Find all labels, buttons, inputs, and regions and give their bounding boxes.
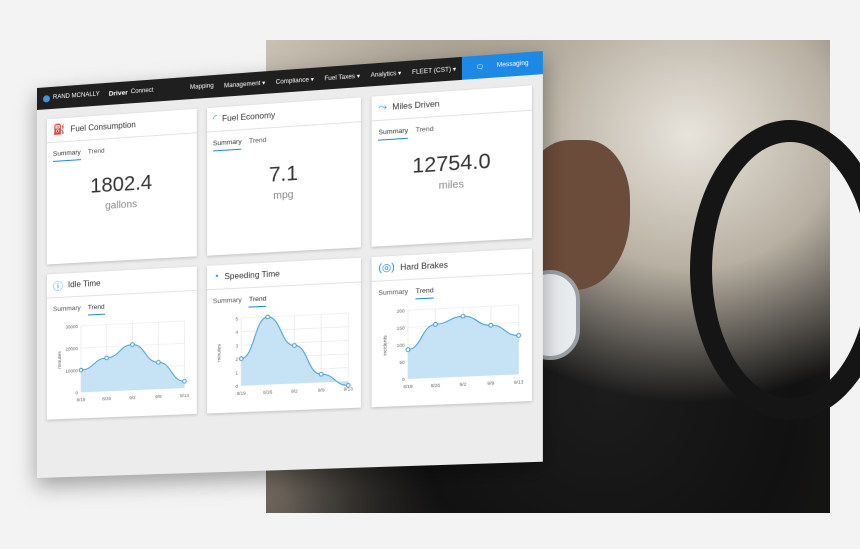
tab-summary[interactable]: Summary [212, 296, 242, 306]
x-tick-label: 9/9 [488, 380, 495, 386]
globe-icon [42, 94, 50, 103]
trend-chart: 0 50 100 150 200 8/19 8/26 9/2 9/9 9/13 incidents [382, 298, 524, 390]
tab-summary[interactable]: Summary [52, 304, 81, 314]
data-point [293, 344, 297, 348]
x-tick-label: 8/19 [403, 384, 413, 390]
y-tick-label: 150 [397, 325, 406, 331]
x-tick-label: 8/26 [431, 383, 441, 389]
data-point [240, 357, 244, 361]
data-point [347, 383, 351, 387]
card-title: Fuel Economy [222, 110, 276, 124]
card-title: Fuel Consumption [70, 120, 136, 134]
card-title: Idle Time [67, 278, 101, 290]
y-tick-label: 30000 [65, 324, 78, 330]
data-point [105, 356, 109, 360]
tab-trend[interactable]: Trend [415, 125, 434, 135]
data-point [156, 360, 160, 364]
data-point [406, 348, 410, 352]
tab-summary[interactable]: Summary [52, 149, 81, 162]
y-axis-label: minutes [217, 343, 223, 362]
nav-item[interactable]: Analytics ▾ [370, 70, 402, 79]
data-point [517, 333, 521, 337]
data-point [489, 323, 493, 327]
x-tick-label: 8/19 [76, 397, 85, 402]
x-tick-label: 9/2 [129, 395, 136, 400]
tab-summary[interactable]: Summary [378, 127, 409, 141]
trend-chart: 0 1 2 3 4 5 8/19 8/26 9/2 9/9 9/13 minutes [217, 306, 354, 396]
chat-icon: 🗨 [475, 64, 485, 72]
y-axis-label: incidents [382, 335, 388, 356]
x-tick-label: 9/2 [292, 388, 299, 393]
y-tick-label: 5 [236, 316, 239, 321]
data-point [266, 315, 270, 319]
summary-card: ◜ Fuel Economy Summary Trend 7.1 mpg [206, 97, 362, 256]
x-tick-label: 9/13 [180, 393, 189, 398]
fuel-pump-icon: ⛽ [52, 124, 66, 136]
nav-item[interactable]: Management ▾ [224, 79, 266, 90]
tab-trend[interactable]: Trend [248, 136, 267, 146]
y-tick-label: 10000 [65, 368, 78, 374]
nav-item[interactable]: Mapping [189, 83, 214, 92]
card-title: Miles Driven [392, 99, 440, 112]
x-tick-label: 9/13 [344, 386, 354, 392]
widget-grid: ⛽ Fuel Consumption Summary Trend 1802.4 gallo… [37, 74, 543, 430]
alert-circle-icon: ⓘ [52, 281, 63, 294]
gauge-icon: ◜ [212, 113, 217, 126]
data-point [79, 368, 83, 372]
nav-item[interactable]: Fuel Taxes ▾ [324, 73, 360, 82]
x-tick-label: 8/26 [264, 389, 274, 395]
area-fill [408, 313, 519, 379]
area-fill [80, 342, 185, 393]
tab-trend[interactable]: Trend [248, 295, 267, 308]
tab-summary[interactable]: Summary [378, 288, 409, 298]
data-point [434, 322, 438, 326]
data-point [461, 314, 465, 318]
y-tick-label: 0 [75, 390, 78, 395]
card-title: Speeding Time [224, 269, 280, 282]
x-tick-label: 8/19 [237, 390, 247, 396]
trend-card: (◎) Hard Brakes Summary Trend 0 50 100 150 200 8/… [371, 248, 532, 408]
y-tick-label: 0 [236, 384, 239, 389]
y-tick-label: 0 [402, 377, 405, 382]
data-point [182, 379, 186, 383]
trend-chart: 0 10000 20000 30000 8/19 8/26 9/2 9/9 9/13 minute… [57, 314, 189, 402]
y-tick-label: 2 [236, 357, 239, 362]
data-point [130, 343, 134, 347]
y-tick-label: 20000 [65, 346, 78, 352]
card-title: Hard Brakes [400, 260, 449, 273]
nav-item[interactable]: Compliance ▾ [275, 76, 314, 86]
x-tick-label: 9/2 [460, 382, 467, 388]
x-tick-label: 8/26 [102, 396, 111, 401]
route-icon: ⤳ [378, 101, 387, 114]
y-tick-label: 3 [236, 343, 239, 348]
tab-trend[interactable]: Trend [87, 147, 105, 156]
x-tick-label: 9/9 [318, 387, 325, 392]
x-tick-label: 9/13 [514, 379, 524, 385]
tab-summary[interactable]: Summary [212, 138, 242, 152]
tab-trend[interactable]: Trend [415, 287, 434, 300]
y-axis-label: minutes [57, 351, 63, 369]
area-fill [241, 313, 349, 390]
trend-card: ⓘ Idle Time Summary Trend 0 10000 20000 30000 8/… [46, 266, 197, 420]
speedometer-icon: ◔ [212, 271, 220, 283]
y-tick-label: 200 [397, 308, 406, 314]
summary-card: ⤳ Miles Driven Summary Trend 12754.0 miles [371, 85, 532, 247]
y-tick-label: 50 [400, 360, 406, 365]
tab-trend[interactable]: Trend [87, 303, 105, 316]
x-tick-label: 9/9 [155, 394, 162, 399]
summary-card: ⛽ Fuel Consumption Summary Trend 1802.4 gallo… [46, 108, 197, 265]
brand-logo[interactable]: RAND MCNALLY Driver Connect [42, 87, 154, 103]
y-tick-label: 4 [236, 330, 239, 335]
data-point [320, 372, 324, 376]
nav-item[interactable]: FLEET (CST) ▾ [412, 66, 457, 76]
y-tick-label: 100 [397, 343, 406, 349]
dashboard-window: RAND MCNALLY Driver Connect Mapping Manage… [37, 50, 543, 478]
brake-icon: (◎) [378, 262, 395, 275]
y-tick-label: 1 [236, 370, 239, 375]
trend-card: ◔ Speeding Time Summary Trend 0 1 2 3 4 5 8/19 8/26… [206, 257, 362, 414]
